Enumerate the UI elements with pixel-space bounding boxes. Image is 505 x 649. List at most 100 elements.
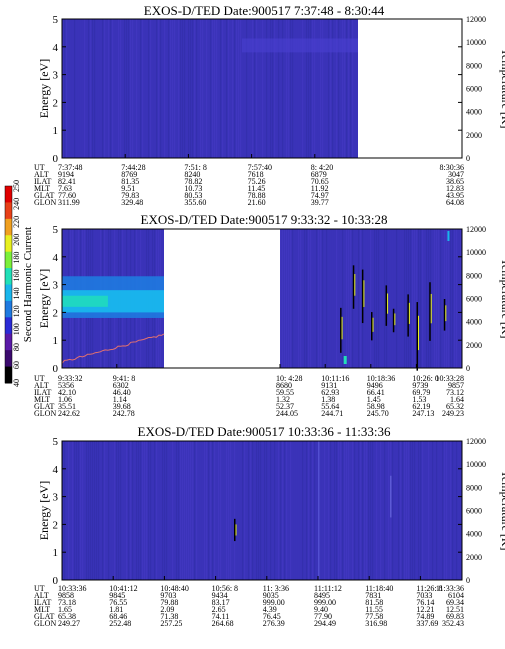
texture-stripe — [172, 441, 174, 580]
table-cell: 69.79 — [412, 388, 430, 397]
y-tick-label: 3 — [53, 70, 59, 82]
texture-stripe — [450, 441, 452, 580]
table-cell: 7033 — [416, 591, 432, 600]
texture-stripe — [450, 229, 452, 368]
texture-stripe — [174, 19, 176, 158]
texture-stripe — [194, 19, 196, 158]
texture-stripe — [338, 229, 340, 368]
texture-stripe — [74, 441, 76, 580]
plot-frame — [61, 228, 463, 369]
texture-stripe — [258, 441, 260, 580]
y2-tick-label: 8000 — [466, 483, 482, 492]
table-row-label: MLT — [34, 605, 50, 614]
texture-stripe — [256, 441, 258, 580]
texture-stripe — [258, 19, 260, 158]
y2-axis-label: Temperature [K] — [499, 48, 505, 128]
texture-stripe — [402, 229, 404, 368]
texture-stripe — [178, 19, 180, 158]
texture-stripe — [228, 19, 230, 158]
texture-stripe — [348, 441, 350, 580]
texture-stripe — [350, 19, 352, 158]
y-axis-label: Energy [eV] — [37, 481, 51, 540]
spectral-spike — [352, 265, 355, 309]
texture-stripe — [100, 19, 102, 158]
texture-stripe — [390, 229, 392, 368]
texture-stripe — [128, 19, 130, 158]
y2-tick-label: 10000 — [466, 248, 486, 257]
texture-stripe — [312, 19, 314, 158]
panel-1: EXOS-D/TED Date:900517 7:37:48 - 8:30:44… — [34, 3, 505, 207]
table-row-label: ALT — [34, 591, 49, 600]
texture-stripe — [126, 19, 128, 158]
texture-stripe — [404, 229, 406, 368]
y-tick-label: 4 — [53, 464, 59, 476]
spectral-spike — [385, 285, 388, 326]
table-cell: 46.40 — [113, 388, 131, 397]
table-cell: 76.55 — [109, 598, 127, 607]
texture-stripe — [108, 441, 110, 580]
texture-stripe — [332, 441, 334, 580]
texture-stripe — [220, 19, 222, 158]
y2-tick-label: 12000 — [466, 437, 486, 446]
texture-stripe — [342, 229, 344, 368]
texture-stripe — [440, 441, 442, 580]
table-cell: 66.41 — [367, 388, 385, 397]
y2-axis-label: Temperature [K] — [499, 470, 505, 550]
colorbar-tick-label: 160 — [12, 270, 21, 282]
texture-stripe — [230, 19, 232, 158]
texture-stripe — [108, 19, 110, 158]
texture-stripe — [396, 229, 398, 368]
texture-stripe — [380, 229, 382, 368]
colorbar-swatch — [5, 300, 12, 318]
colorbar-swatch — [5, 333, 12, 351]
texture-stripe — [434, 229, 436, 368]
texture-stripe — [264, 19, 266, 158]
texture-stripe — [214, 441, 216, 580]
texture-stripe — [182, 19, 184, 158]
texture-stripe — [166, 19, 168, 158]
texture-stripe — [106, 441, 108, 580]
texture-stripe — [286, 441, 288, 580]
table-row-label: MLT — [34, 395, 50, 404]
texture-stripe — [94, 19, 96, 158]
texture-stripe — [120, 19, 122, 158]
table-cell: 8: 4:20 — [311, 163, 333, 172]
texture-stripe — [246, 441, 248, 580]
texture-stripe — [206, 441, 208, 580]
texture-stripe — [340, 229, 342, 368]
texture-stripe — [310, 441, 312, 580]
spectral-spike-highlight — [430, 293, 432, 324]
texture-stripe — [124, 441, 126, 580]
texture-stripe — [148, 19, 150, 158]
table-row-label: UT — [34, 584, 45, 593]
table-cell: 249.23 — [442, 409, 464, 418]
texture-stripe — [342, 441, 344, 580]
texture-stripe — [76, 441, 78, 580]
texture-stripe — [288, 19, 290, 158]
table-row-label: GLAT — [34, 402, 55, 411]
table-cell: 8495 — [314, 591, 330, 600]
table-cell: 77.60 — [58, 191, 76, 200]
colorbar-swatch — [5, 186, 12, 203]
colorbar-tick-label: 40 — [12, 379, 21, 387]
texture-stripe — [66, 441, 68, 580]
table-cell: 247.13 — [412, 409, 434, 418]
colorbar-swatch — [5, 268, 12, 285]
texture-stripe — [124, 19, 126, 158]
texture-stripe — [136, 19, 138, 158]
y2-tick-label: 8000 — [466, 61, 482, 70]
texture-stripe — [378, 229, 380, 368]
table-cell: 10:33:28 — [436, 374, 464, 383]
texture-stripe — [200, 19, 202, 158]
texture-stripe — [306, 19, 308, 158]
texture-stripe — [428, 229, 430, 368]
texture-stripe — [356, 229, 358, 368]
texture-stripe — [208, 441, 210, 580]
spectral-spike-top — [447, 231, 450, 241]
texture-stripe — [246, 19, 248, 158]
table-cell: 244.05 — [276, 409, 298, 418]
texture-stripe — [370, 229, 372, 368]
colorbar-swatch — [5, 366, 12, 384]
texture-stripe — [430, 441, 432, 580]
texture-stripe — [418, 229, 420, 368]
